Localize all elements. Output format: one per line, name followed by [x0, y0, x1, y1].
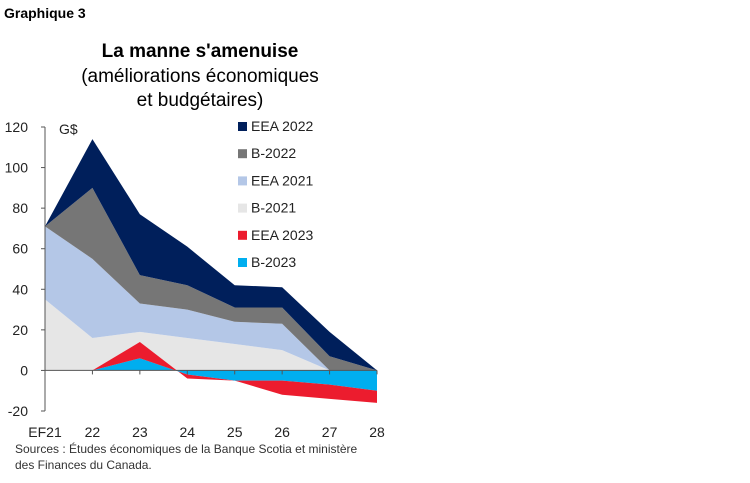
x-tick-label: 26 — [274, 424, 290, 440]
legend-swatch — [238, 258, 247, 267]
legend-label: EEA 2023 — [251, 227, 313, 243]
y-tick-label: 20 — [12, 322, 28, 338]
y-tick-label: 40 — [12, 281, 28, 297]
x-tick-label: 24 — [179, 424, 195, 440]
x-tick-label: EF21 — [28, 424, 62, 440]
x-tick-label: 22 — [85, 424, 101, 440]
source-line-2: des Finances du Canada. — [15, 458, 152, 472]
chart-subtitle-line-1: (améliorations économiques — [81, 66, 319, 87]
x-tick-label: 25 — [227, 424, 243, 440]
y-tick-label: 100 — [5, 160, 29, 176]
x-tick-label: 23 — [132, 424, 148, 440]
area-eea-2023 — [92, 342, 377, 403]
area-eea-2022 — [45, 139, 377, 371]
legend-swatch — [238, 203, 247, 213]
legend-swatch — [238, 122, 247, 131]
y-tick-label: 0 — [20, 362, 28, 378]
area-eea-2021 — [45, 226, 377, 371]
legend-label: B-2023 — [251, 254, 296, 270]
y-axis-unit-label: G$ — [59, 121, 78, 137]
legend-label: EEA 2022 — [251, 118, 313, 134]
chart-subtitle-line-2: et budgétaires) — [136, 90, 264, 111]
area-b-2022 — [45, 187, 377, 371]
legend-swatch — [238, 149, 247, 159]
figure-label: Graphique 3 — [4, 5, 86, 21]
legend-label: B-2021 — [251, 200, 296, 216]
y-tick-label: 120 — [5, 119, 29, 135]
legend-swatch — [238, 230, 247, 240]
y-tick-label: -20 — [8, 403, 28, 419]
legend-label: EEA 2021 — [251, 172, 313, 188]
legend-label: B-2022 — [251, 145, 296, 161]
legend-swatch — [238, 176, 247, 186]
chart-title: La manne s'amenuise — [101, 41, 299, 62]
x-tick-label: 27 — [322, 424, 338, 440]
source-line-1: Sources : Études économiques de la Banqu… — [15, 442, 358, 456]
y-tick-label: 80 — [12, 200, 28, 216]
y-tick-label: 60 — [12, 241, 28, 257]
area-b-2023 — [92, 358, 377, 391]
x-tick-label: 28 — [369, 424, 385, 440]
